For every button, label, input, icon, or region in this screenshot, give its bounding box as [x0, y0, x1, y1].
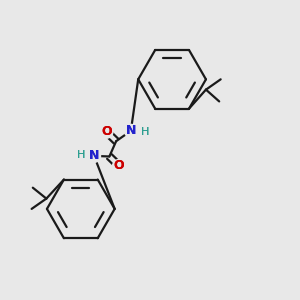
- Text: H: H: [141, 127, 149, 137]
- Text: N: N: [126, 124, 136, 137]
- Text: O: O: [101, 125, 112, 138]
- Circle shape: [100, 125, 113, 138]
- Circle shape: [88, 149, 100, 162]
- Text: H: H: [141, 127, 149, 137]
- Text: H: H: [76, 150, 85, 160]
- Text: O: O: [114, 159, 124, 172]
- Text: O: O: [101, 125, 112, 138]
- Circle shape: [112, 159, 126, 172]
- Text: N: N: [126, 124, 136, 137]
- Text: H: H: [76, 150, 85, 160]
- Text: N: N: [89, 149, 99, 162]
- Text: O: O: [114, 159, 124, 172]
- Text: N: N: [89, 149, 99, 162]
- Circle shape: [124, 124, 137, 137]
